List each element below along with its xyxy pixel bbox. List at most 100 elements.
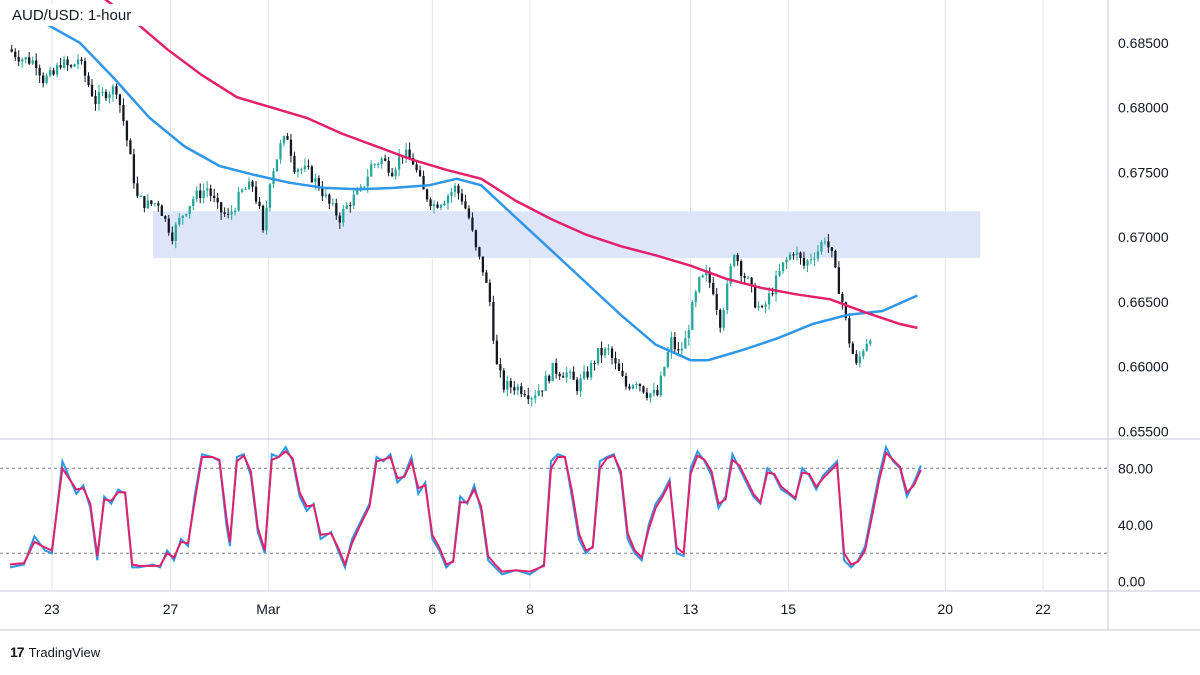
moving-average-slow-line bbox=[103, 0, 918, 330]
price-tick-label: 0.67000 bbox=[1118, 229, 1169, 245]
candle-up bbox=[813, 258, 816, 260]
candle-up bbox=[698, 277, 701, 292]
candle-up bbox=[62, 59, 66, 68]
candle-up bbox=[565, 372, 568, 378]
candle-up bbox=[722, 310, 725, 328]
candle-down bbox=[485, 272, 488, 283]
time-tick-label: 22 bbox=[1035, 601, 1051, 617]
candle-down bbox=[520, 386, 523, 395]
brand[interactable]: 17 TradingView bbox=[10, 644, 100, 660]
candle-up bbox=[342, 208, 345, 223]
candle-up bbox=[244, 189, 247, 191]
candle-down bbox=[715, 294, 718, 310]
candle-up bbox=[453, 185, 457, 192]
candle-down bbox=[792, 254, 795, 256]
candle-down bbox=[467, 208, 471, 218]
candle-down bbox=[115, 86, 118, 95]
candle-up bbox=[551, 362, 554, 382]
candle-down bbox=[799, 252, 802, 258]
candle-down bbox=[223, 212, 226, 214]
candle-up bbox=[377, 164, 380, 166]
oscillator-axis[interactable]: 80.00 40.00 0.00 bbox=[1118, 460, 1153, 589]
time-axis[interactable]: 23 27 Mar 6 8 13 15 20 22 bbox=[44, 601, 1051, 617]
candle-up bbox=[774, 275, 778, 295]
candle-down bbox=[513, 387, 516, 391]
time-tick-label: 13 bbox=[683, 601, 699, 617]
candle-down bbox=[429, 199, 432, 207]
candle-up bbox=[373, 164, 376, 166]
candle-down bbox=[499, 364, 502, 371]
candle-down bbox=[286, 136, 289, 140]
candle-up bbox=[820, 242, 823, 252]
candle-up bbox=[603, 348, 607, 356]
candle-up bbox=[691, 302, 694, 330]
time-tick-label: 27 bbox=[163, 601, 179, 617]
price-tick-label: 0.68000 bbox=[1118, 100, 1169, 116]
candle-up bbox=[108, 94, 111, 99]
candle-up bbox=[823, 241, 827, 243]
candle-up bbox=[21, 59, 24, 62]
candle-down bbox=[645, 392, 649, 398]
candle-up bbox=[537, 390, 540, 396]
candle-down bbox=[481, 256, 485, 273]
candle-down bbox=[719, 309, 722, 328]
candle-down bbox=[851, 343, 854, 354]
candle-up bbox=[240, 189, 244, 192]
candle-down bbox=[28, 57, 31, 64]
brand-name: TradingView bbox=[28, 644, 101, 660]
candle-down bbox=[471, 217, 474, 231]
candle-down bbox=[150, 200, 153, 204]
candle-down bbox=[90, 84, 94, 97]
candle-down bbox=[59, 65, 62, 68]
candle-down bbox=[753, 286, 757, 308]
candle-down bbox=[527, 395, 530, 400]
candle-up bbox=[366, 176, 369, 187]
candle-down bbox=[523, 394, 526, 396]
candle-down bbox=[457, 185, 460, 194]
price-tick-label: 0.65500 bbox=[1118, 424, 1169, 440]
time-tick-label: 8 bbox=[526, 601, 534, 617]
candle-down bbox=[771, 293, 774, 295]
candle-down bbox=[213, 195, 216, 198]
moving-average-fast-line bbox=[9, 13, 918, 362]
candle-down bbox=[614, 358, 617, 364]
candle-down bbox=[129, 140, 132, 155]
candle-down bbox=[712, 282, 715, 295]
candle-up bbox=[380, 158, 383, 165]
candle-down bbox=[464, 201, 467, 209]
candle-up bbox=[397, 156, 401, 170]
candle-down bbox=[199, 190, 202, 199]
candle-up bbox=[331, 203, 334, 205]
candle-down bbox=[750, 277, 753, 287]
candle-up bbox=[233, 210, 237, 212]
candle-up bbox=[101, 91, 104, 93]
candle-down bbox=[460, 193, 464, 202]
candle-down bbox=[80, 59, 83, 62]
candle-down bbox=[132, 154, 136, 184]
price-tick-label: 0.66500 bbox=[1118, 294, 1169, 310]
title-backdrop bbox=[8, 4, 142, 26]
candle-up bbox=[687, 329, 690, 339]
candle-down bbox=[673, 337, 676, 350]
candle-down bbox=[827, 241, 830, 248]
time-tick-label: 15 bbox=[780, 601, 796, 617]
candle-down bbox=[52, 70, 55, 75]
candle-down bbox=[624, 375, 628, 387]
candle-down bbox=[502, 370, 505, 390]
candle-down bbox=[384, 158, 387, 161]
candle-up bbox=[858, 356, 861, 364]
candle-up bbox=[530, 398, 533, 400]
price-axis[interactable]: 0.68500 0.68000 0.67500 0.67000 0.66500 0.660… bbox=[1118, 35, 1169, 440]
candle-down bbox=[328, 194, 331, 204]
candle-up bbox=[764, 304, 767, 307]
candle-down bbox=[293, 155, 296, 172]
candle-down bbox=[638, 383, 642, 387]
candle-down bbox=[844, 302, 847, 319]
candle-down bbox=[321, 188, 324, 197]
candle-down bbox=[310, 166, 314, 183]
candle-down bbox=[408, 149, 411, 159]
candle-up bbox=[607, 348, 610, 350]
candle-down bbox=[157, 203, 160, 206]
candle-down bbox=[411, 158, 415, 165]
